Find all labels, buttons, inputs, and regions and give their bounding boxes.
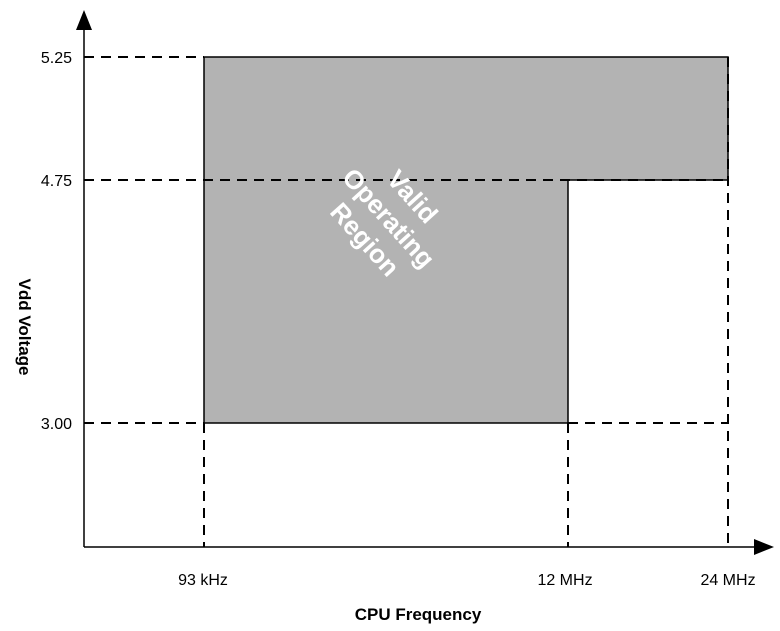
x-axis-arrow (754, 539, 774, 555)
y-axis-title: Vdd Voltage (15, 279, 34, 376)
x-axis-title: CPU Frequency (355, 605, 482, 624)
y-tick-label: 3.00 (41, 416, 72, 433)
x-tick-label: 93 kHz (178, 572, 228, 589)
valid-region (203, 56, 729, 424)
y-axis-arrow (76, 10, 92, 30)
x-tick-label: 24 MHz (700, 572, 755, 589)
x-tick-label: 12 MHz (537, 572, 592, 589)
y-tick-label: 4.75 (41, 173, 72, 190)
y-tick-label: 5.25 (41, 50, 72, 67)
